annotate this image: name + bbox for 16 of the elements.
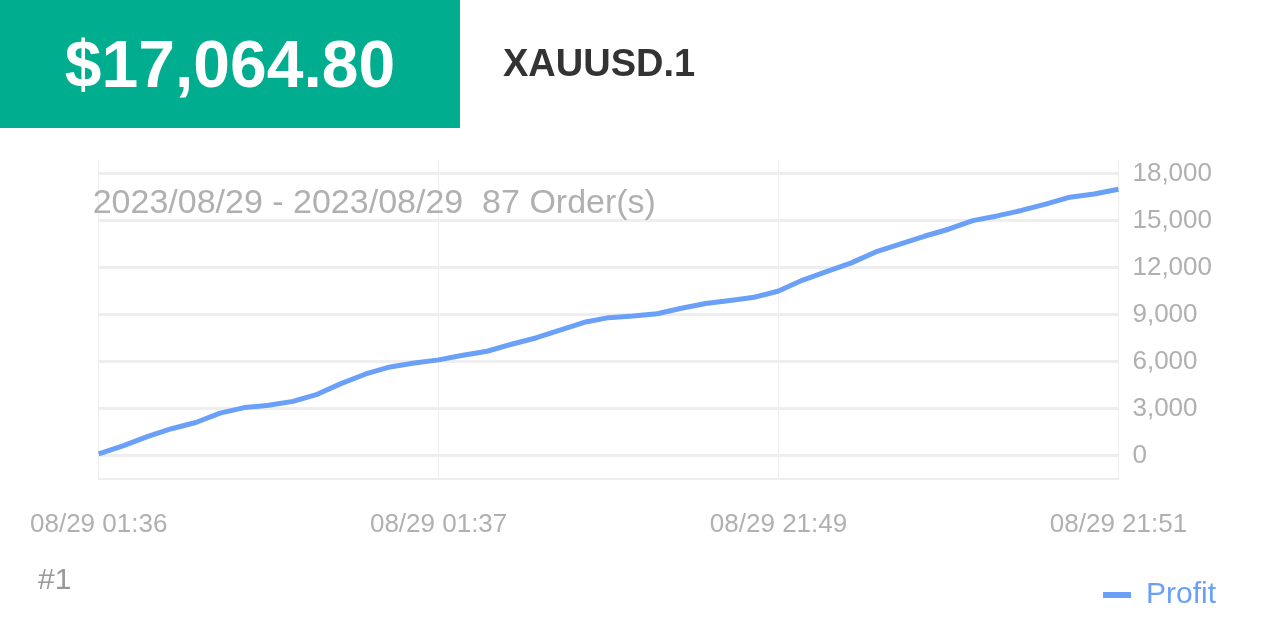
y-tick-label: 0	[1132, 438, 1147, 469]
x-tick-label: 08/29 01:36	[30, 507, 168, 538]
y-tick-label: 18,000	[1132, 156, 1213, 187]
x-tick-label: 08/29 21:49	[709, 507, 848, 538]
y-tick-label: 3,000	[1132, 391, 1198, 422]
text: #1	[38, 562, 72, 596]
y-tick-label: 15,000	[1132, 203, 1213, 234]
chart-subtitle: XAUUSD.1	[503, 42, 696, 85]
annotation: 2023/08/29 - 2023/08/29 87 Order(s)	[92, 181, 656, 220]
legend-label: Profit	[1145, 576, 1217, 610]
y-tick-label: 12,000	[1132, 250, 1213, 281]
y-tick-label: 6,000	[1132, 344, 1198, 375]
x-tick-label: 08/29 01:37	[369, 507, 508, 538]
x-tick-label: 08/29 21:51	[1049, 507, 1188, 538]
chart-title: $17,064.80	[0, 0, 460, 128]
y-tick-label: 9,000	[1132, 297, 1198, 328]
